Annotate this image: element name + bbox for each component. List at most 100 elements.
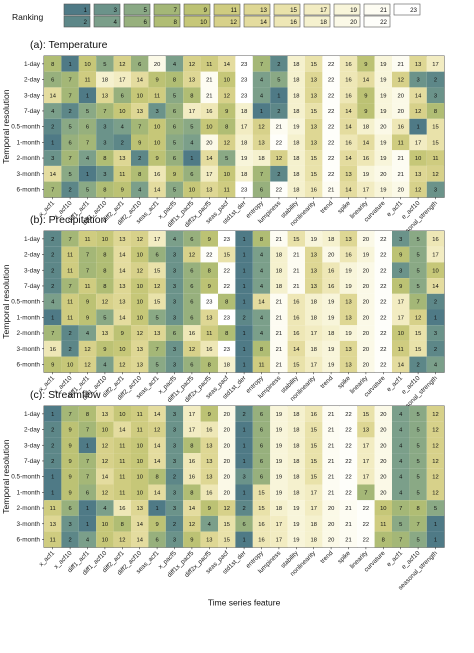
cell-value-label: 21 <box>276 331 282 337</box>
heatmap-cell <box>61 468 79 485</box>
cell-value-label: 1 <box>190 156 193 162</box>
heatmap-cell <box>339 421 358 438</box>
heatmap-cell <box>270 515 288 532</box>
cell-value-label: 8 <box>103 156 106 162</box>
heatmap-cell <box>392 231 410 247</box>
cell-value-label: 5 <box>416 490 419 496</box>
cell-value-label: 18 <box>241 109 247 115</box>
heatmap-cell <box>96 515 114 532</box>
heatmap-cell <box>339 150 358 166</box>
cell-value-label: 6 <box>86 490 89 496</box>
heatmap-cell <box>218 309 236 326</box>
heatmap-cell <box>200 453 218 469</box>
heatmap-cell <box>113 134 131 151</box>
cell-value-label: 6 <box>260 475 263 481</box>
heatmap-cell <box>339 293 358 310</box>
heatmap-cell <box>113 484 131 501</box>
cell-value-label: 2 <box>121 140 124 146</box>
cell-value-label: 18 <box>276 253 282 259</box>
heatmap-cell <box>252 134 271 151</box>
heatmap-cell <box>113 71 131 88</box>
cell-value-label: 11 <box>67 300 73 306</box>
heatmap-cell <box>96 356 114 373</box>
heatmap-cell <box>426 165 445 182</box>
cell-value-label: 6 <box>190 315 193 321</box>
ranking-legend: Ranking 12345678910111213141516171819202… <box>12 3 421 28</box>
heatmap-cell <box>148 500 166 516</box>
cell-value-label: 5 <box>399 522 402 528</box>
heatmap-cell <box>218 246 236 263</box>
cell-value-label: 1 <box>242 331 245 337</box>
heatmap-cell <box>270 421 288 438</box>
cell-value-label: 18 <box>293 412 299 418</box>
heatmap-cell <box>392 356 410 373</box>
cell-value-label: 6 <box>260 459 263 465</box>
cell-value-label: 9 <box>208 506 211 512</box>
cell-value-label: 19 <box>328 315 334 321</box>
heatmap-cell <box>409 71 427 88</box>
cell-value-label: 13 <box>206 443 212 449</box>
heatmap-cell <box>305 165 323 182</box>
heatmap-cell <box>165 421 184 438</box>
cell-value-label: 5 <box>416 268 419 274</box>
y-tick-label: 0.5-month <box>11 474 40 481</box>
cell-value-label: 21 <box>345 537 351 543</box>
heatmap-cell <box>61 278 79 294</box>
heatmap-cell <box>409 453 427 469</box>
heatmap-cell <box>200 87 218 104</box>
heatmap-cell <box>235 181 253 198</box>
heatmap-cell <box>322 500 340 516</box>
cell-value-label: 4 <box>260 331 264 337</box>
heatmap-cell <box>409 246 427 263</box>
cell-value-label: 21 <box>328 490 334 496</box>
heatmap-cell <box>426 468 445 485</box>
cell-value-label: 21 <box>345 506 351 512</box>
legend-label: 2 <box>84 19 88 26</box>
heatmap-cell <box>44 531 62 548</box>
heatmap-cell <box>165 531 184 548</box>
heatmap-cell <box>61 356 79 373</box>
cell-value-label: 21 <box>293 284 299 290</box>
heatmap-cell <box>374 231 392 247</box>
cell-value-label: 7 <box>155 347 158 353</box>
heatmap-cell <box>426 134 445 151</box>
heatmap-cell <box>374 87 392 104</box>
cell-value-label: 14 <box>363 140 370 146</box>
cell-value-label: 13 <box>415 172 421 178</box>
heatmap-cell <box>374 309 392 326</box>
cell-value-label: 18 <box>293 172 299 178</box>
cell-value-label: 10 <box>102 428 108 434</box>
heatmap-cell <box>131 56 149 72</box>
cell-value-label: 18 <box>293 140 299 146</box>
heatmap-cell <box>78 515 97 532</box>
heatmap-cell <box>426 293 445 310</box>
cell-value-label: 14 <box>345 187 352 193</box>
heatmap-cell <box>357 484 375 501</box>
heatmap-cell <box>305 278 323 294</box>
heatmap-cell <box>113 437 131 454</box>
heatmap-cell <box>218 531 236 548</box>
heatmap-cell <box>44 246 62 263</box>
cell-value-label: 21 <box>397 62 403 68</box>
heatmap-cell <box>305 56 323 72</box>
cell-value-label: 18 <box>241 140 247 146</box>
cell-value-label: 16 <box>293 331 299 337</box>
cell-value-label: 1 <box>434 537 437 543</box>
cell-value-label: 16 <box>432 237 438 243</box>
heatmap-cell <box>96 150 114 166</box>
cell-value-label: 1 <box>86 172 89 178</box>
heatmap-cell <box>287 87 305 104</box>
cell-value-label: 18 <box>293 156 299 162</box>
cell-value-label: 3 <box>173 300 176 306</box>
cell-value-label: 7 <box>416 300 419 306</box>
cell-value-label: 18 <box>310 347 316 353</box>
cell-value-label: 8 <box>138 172 141 178</box>
heatmap-cell <box>78 56 97 72</box>
heatmap-cell <box>96 246 114 263</box>
cell-value-label: 12 <box>102 443 108 449</box>
heatmap-cell <box>252 262 271 279</box>
legend-label: 20 <box>350 19 357 26</box>
cell-value-label: 10 <box>136 490 142 496</box>
heatmap-cell <box>426 309 445 326</box>
heatmap-cell <box>61 340 79 357</box>
